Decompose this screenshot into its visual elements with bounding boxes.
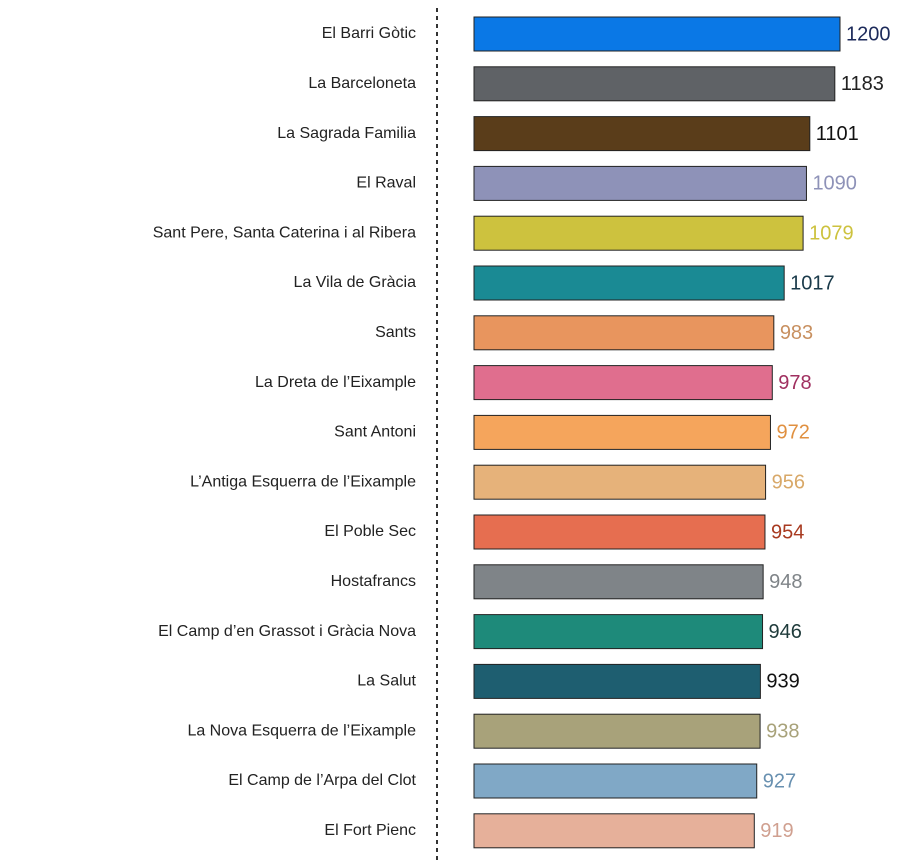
value-label: 1090 [812,173,857,195]
bar [473,663,761,699]
category-label: Sant Pere, Santa Caterina i al Ribera [153,224,416,241]
value-label: 978 [778,372,811,394]
category-label: La Nova Esquerra de l’Eixample [187,722,416,739]
value-label: 1200 [846,23,891,45]
bar [473,365,773,401]
bar [473,16,841,52]
category-label: El Poble Sec [324,523,416,540]
bar [473,514,766,550]
bar [473,315,775,351]
category-label: Sants [375,324,416,341]
value-label: 946 [769,621,802,643]
value-label: 939 [766,671,799,693]
bar [473,116,811,152]
category-label: L’Antiga Esquerra de l’Eixample [190,473,416,490]
bar [473,564,764,600]
category-label: La Dreta de l’Eixample [255,374,416,391]
category-label: La Sagrada Familia [277,125,416,142]
bar [473,215,804,251]
value-label: 948 [769,571,802,593]
value-label: 1183 [841,73,884,95]
value-label: 938 [766,720,799,742]
bar [473,713,761,749]
value-label: 956 [772,471,805,493]
category-label: La Barceloneta [308,75,416,92]
category-label: El Camp d’en Grassot i Gràcia Nova [158,623,416,640]
category-label: Sant Antoni [334,424,416,441]
value-label: 1101 [816,123,859,145]
value-label: 954 [771,521,804,543]
category-label: La Vila de Gràcia [294,274,417,291]
category-label: El Barri Gòtic [322,25,416,42]
value-label: 919 [760,820,793,842]
value-label: 1017 [790,272,835,294]
value-label: 983 [780,322,813,344]
bar [473,464,767,500]
category-label: El Camp de l’Arpa del Clot [228,772,416,789]
value-label: 1079 [809,222,854,244]
bar [473,265,785,301]
bar [473,414,771,450]
category-label: El Raval [356,175,416,192]
value-label: 972 [776,422,809,444]
category-label: La Salut [357,673,416,690]
bar [473,813,755,849]
category-label: Hostafrancs [331,573,416,590]
bar [473,165,807,201]
value-label: 927 [763,770,796,792]
bar [473,66,836,102]
bar [473,614,764,650]
category-label: El Fort Pienc [324,822,416,839]
bar [473,763,758,799]
